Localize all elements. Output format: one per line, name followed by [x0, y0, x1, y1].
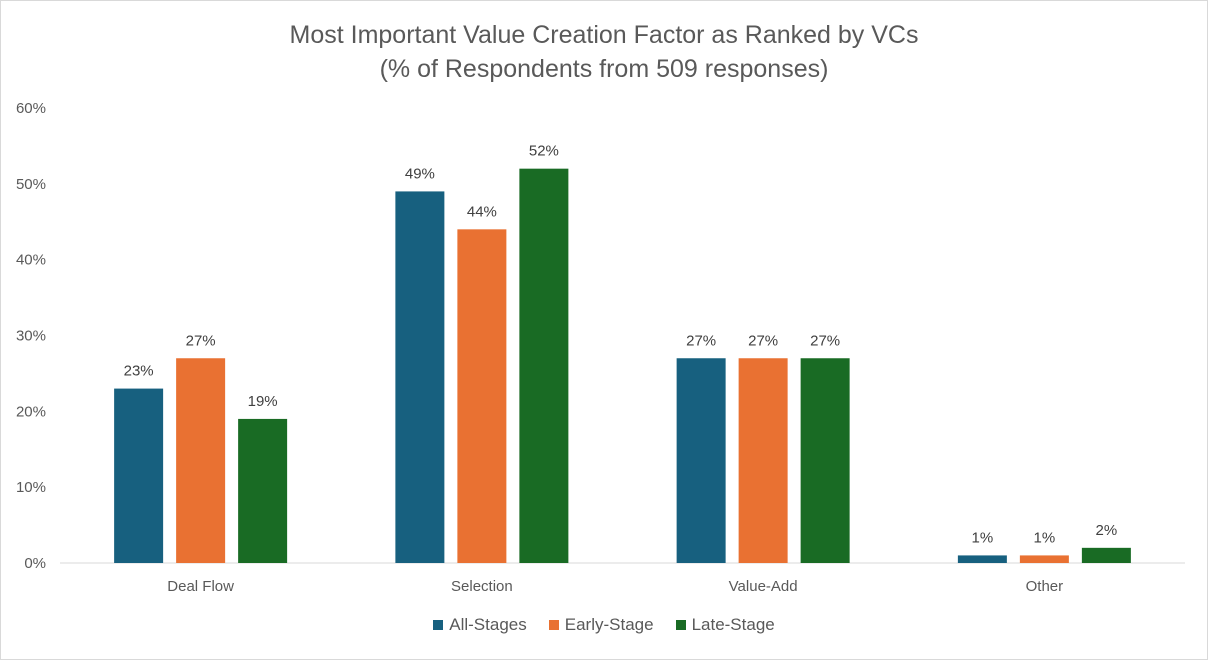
y-axis: 0% 10% 20% 30% 40% 50% 60% — [16, 100, 46, 572]
legend-label: All-Stages — [449, 615, 527, 634]
legend-swatch — [433, 620, 444, 630]
legend-item: All-Stages — [433, 615, 527, 635]
y-tick-label: 10% — [16, 479, 46, 496]
data-label: 27% — [810, 332, 840, 349]
bar-late-stage-deal-flow — [238, 418, 288, 563]
data-label: 1% — [972, 529, 994, 546]
data-label: 49% — [405, 165, 435, 182]
y-tick-label: 60% — [16, 100, 46, 117]
bar-all-stages-selection — [395, 191, 445, 563]
chart-subtitle-line: (% of Respondents from 509 responses) — [379, 55, 829, 83]
y-tick-label: 0% — [24, 555, 46, 572]
chart-title: Most Important Value Creation Factor as … — [0, 18, 1208, 86]
data-labels-group: 23% 27% 19% 49% 44% 52% 27% 27% 27% 1% 1% 2% — [124, 143, 1118, 547]
data-label: 27% — [748, 332, 778, 349]
y-tick-label: 30% — [16, 328, 46, 345]
legend-swatch — [548, 620, 559, 630]
bar-all-stages-other — [957, 555, 1007, 563]
bar-late-stage-other — [1081, 547, 1131, 563]
legend-swatch — [675, 620, 686, 630]
bar-chart: 0% 10% 20% 30% 40% 50% 60% Deal Flow Selection V… — [16, 100, 1185, 595]
y-tick-label: 40% — [16, 252, 46, 269]
bar-all-stages-deal-flow — [114, 388, 164, 563]
data-label: 27% — [686, 332, 716, 349]
data-label: 23% — [124, 363, 154, 380]
chart-title-line: Most Important Value Creation Factor as … — [289, 21, 919, 49]
x-tick-label: Other — [1026, 578, 1064, 595]
data-label: 19% — [248, 393, 278, 410]
bar-early-stage-deal-flow — [176, 358, 226, 563]
x-tick-label: Deal Flow — [167, 578, 234, 595]
x-axis: Deal Flow Selection Value-Add Other — [60, 562, 1185, 595]
y-tick-label: 50% — [16, 176, 46, 193]
legend-item: Late-Stage — [675, 615, 775, 635]
bar-late-stage-selection — [519, 168, 569, 563]
legend-label: Late-Stage — [691, 615, 775, 634]
data-label: 1% — [1034, 529, 1056, 546]
data-label: 27% — [186, 332, 216, 349]
x-tick-label: Selection — [451, 578, 513, 595]
x-tick-label: Value-Add — [729, 578, 798, 595]
bar-early-stage-other — [1019, 555, 1069, 563]
bars-group — [114, 168, 1131, 564]
bar-early-stage-value-add — [738, 358, 788, 563]
bar-early-stage-selection — [457, 229, 507, 564]
data-label: 44% — [467, 203, 497, 220]
legend-item: Early-Stage — [548, 615, 654, 635]
legend-label: Early-Stage — [564, 615, 654, 634]
y-tick-label: 20% — [16, 403, 46, 420]
data-label: 2% — [1096, 522, 1118, 539]
bar-late-stage-value-add — [800, 358, 850, 563]
legend: All-Stages Early-Stage Late-Stage — [0, 615, 1208, 635]
bar-all-stages-value-add — [676, 358, 726, 563]
data-label: 52% — [529, 143, 559, 160]
